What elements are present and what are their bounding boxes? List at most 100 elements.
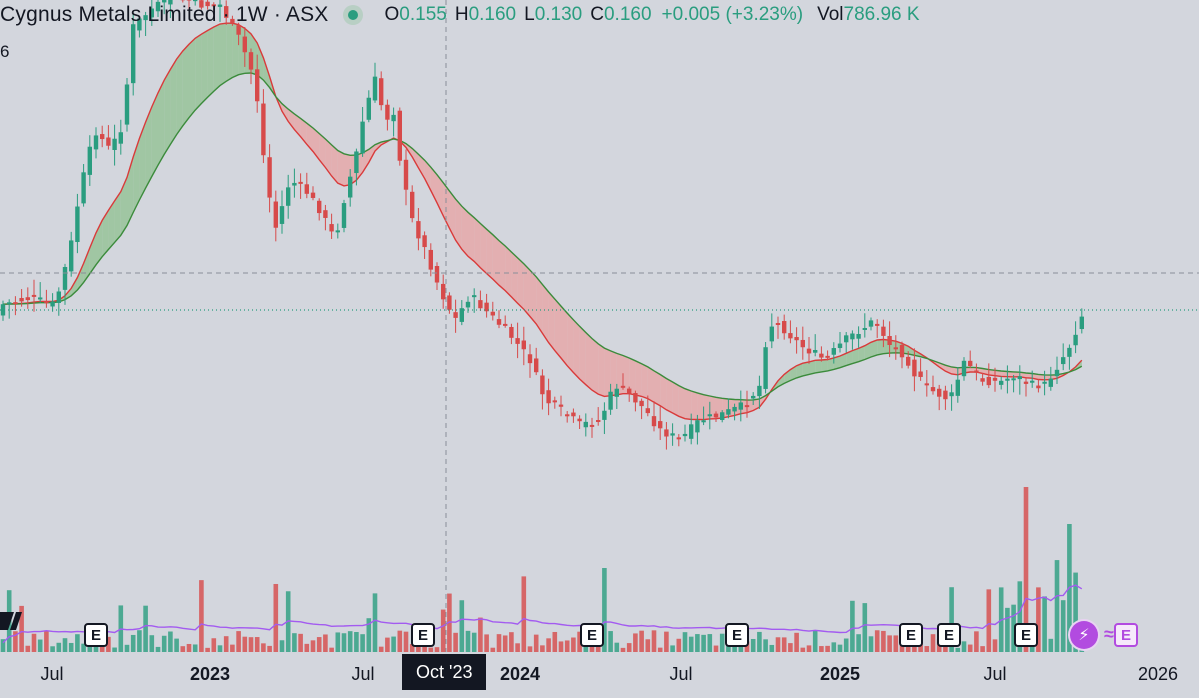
ribbon-segment xyxy=(325,138,332,176)
volume-bar xyxy=(19,605,24,652)
ribbon-segment xyxy=(864,342,871,360)
volume-bar xyxy=(763,639,768,652)
candle-body xyxy=(261,103,266,156)
volume-bar xyxy=(571,637,576,652)
candle-body xyxy=(596,420,601,423)
candle-body xyxy=(137,18,142,31)
volume-bar xyxy=(1011,604,1016,652)
candle-body xyxy=(800,339,805,348)
candle-body xyxy=(422,235,427,248)
x-tick-label: 2026 xyxy=(1137,664,1179,684)
candle-body xyxy=(1030,380,1035,383)
volume-bar xyxy=(347,631,353,652)
volume-bar xyxy=(930,634,936,652)
ribbon-segment xyxy=(362,149,369,173)
volume-bar xyxy=(37,639,43,652)
volume-bar xyxy=(62,638,68,652)
volume-bar xyxy=(874,630,880,652)
volume-bar xyxy=(378,646,384,652)
volume-bar xyxy=(186,643,192,652)
volume-bar xyxy=(558,641,564,652)
earnings-badge[interactable]: E xyxy=(84,623,108,647)
candle-body xyxy=(186,0,192,1)
candle-body xyxy=(546,390,551,404)
candle-body xyxy=(199,0,204,8)
earnings-badge[interactable]: E xyxy=(580,623,604,647)
candle-body xyxy=(1023,381,1029,384)
volume-bar xyxy=(391,636,396,652)
volume-bar xyxy=(149,635,155,652)
volume-bar xyxy=(304,643,310,652)
ribbon-segment xyxy=(306,123,313,152)
ribbon-segment xyxy=(517,257,524,310)
volume-bar xyxy=(161,635,167,652)
symbol-title[interactable]: Cygnus Metals Limited · 1W · ASX xyxy=(0,3,329,26)
candle-body xyxy=(397,110,402,161)
earnings-badge[interactable]: E xyxy=(899,623,923,647)
ribbon-segment xyxy=(511,251,518,304)
volume-bar xyxy=(521,576,527,652)
candle-body xyxy=(465,301,471,308)
candle-body xyxy=(782,321,787,334)
lightning-icon[interactable]: ⚡ xyxy=(1070,621,1098,649)
volume-bar xyxy=(316,637,322,652)
ribbon-segment xyxy=(455,199,462,250)
ribbon-segment xyxy=(1013,371,1020,377)
earnings-badge[interactable]: E xyxy=(1014,623,1038,647)
ribbon-segment xyxy=(623,355,630,394)
candle-body xyxy=(217,4,223,7)
candle-body xyxy=(168,0,173,5)
candle-body xyxy=(509,326,514,338)
ribbon-segment xyxy=(852,348,859,364)
volume-bar xyxy=(459,600,465,652)
volume-label: Vol xyxy=(817,4,844,25)
volume-bar xyxy=(199,580,204,652)
volume-bar xyxy=(750,638,756,652)
candle-body xyxy=(986,376,991,386)
candle-body xyxy=(298,181,303,184)
volume-bar xyxy=(707,634,713,652)
candle-body xyxy=(0,304,6,316)
candle-body xyxy=(850,333,855,340)
candle-body xyxy=(1042,381,1047,384)
ribbon-segment xyxy=(449,190,456,241)
upcoming-earnings-badge[interactable]: E xyxy=(1114,623,1138,647)
candle-body xyxy=(937,388,942,397)
volume-bar xyxy=(1054,560,1060,652)
volume-bar xyxy=(155,646,161,652)
ribbon-segment xyxy=(418,154,425,179)
ribbon-segment xyxy=(809,360,816,375)
volume-bar xyxy=(1042,596,1047,652)
x-tick-label: Jul xyxy=(40,664,64,684)
volume-bar xyxy=(1048,638,1054,652)
candles xyxy=(0,0,1084,450)
ribbon-segment xyxy=(610,350,617,396)
candle-body xyxy=(25,297,30,301)
candle-body xyxy=(69,240,74,272)
earnings-badge[interactable]: E xyxy=(411,623,435,647)
candle-body xyxy=(348,176,353,198)
earnings-badge[interactable]: E xyxy=(725,623,749,647)
candle-body xyxy=(304,184,309,194)
candle-body xyxy=(1067,347,1072,357)
volume-bar xyxy=(775,637,781,652)
volume-bar xyxy=(527,646,533,652)
candle-body xyxy=(478,300,483,309)
volume-bar xyxy=(385,637,390,652)
earnings-badge[interactable]: E xyxy=(937,623,961,647)
ribbon-segment xyxy=(1001,370,1008,377)
volume-bar xyxy=(682,632,688,652)
volume-bar xyxy=(614,642,620,652)
crosshair-time-label: Oct '23 xyxy=(402,654,487,690)
candle-body xyxy=(410,191,415,219)
volume-bar xyxy=(905,646,911,652)
volume-bar xyxy=(850,600,855,652)
volume-bar xyxy=(236,631,241,652)
volume-bar xyxy=(279,640,285,652)
candle-body xyxy=(744,405,750,408)
volume-bar xyxy=(366,618,372,652)
candle-body xyxy=(193,0,198,2)
candle-body xyxy=(664,429,669,437)
candle-body xyxy=(862,327,867,330)
